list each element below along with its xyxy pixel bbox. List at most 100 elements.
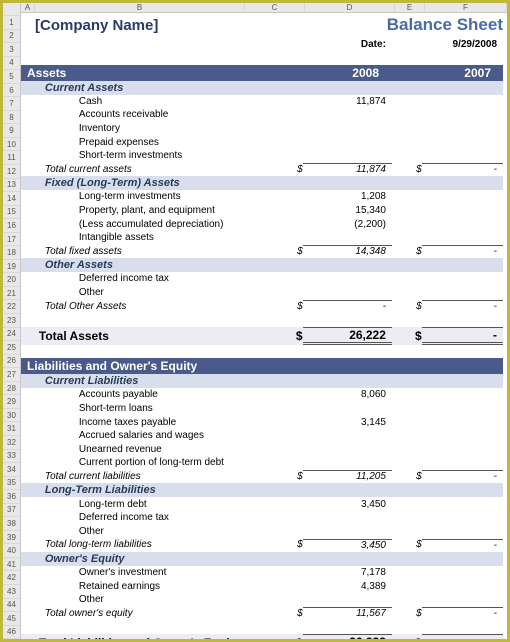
assets-fixed-item-2: (Less accumulated depreciation)(2,200) <box>21 217 503 231</box>
row-header-12[interactable]: 12 <box>3 165 20 179</box>
row-header-34[interactable]: 34 <box>3 463 20 477</box>
total-assets: Total Assets$26,222$- <box>21 327 503 345</box>
liab-current-total-c: $ <box>243 471 302 482</box>
row-header-43[interactable]: 43 <box>3 585 20 599</box>
row-header-11[interactable]: 11 <box>3 151 20 165</box>
liab-longterm-item-1: Deferred income tax <box>21 511 503 525</box>
liab-equity-item-2-b: Other <box>35 594 243 605</box>
row-header-45[interactable]: 45 <box>3 612 20 626</box>
assets-current-total-c: $ <box>243 164 302 175</box>
assets-current-item-2-b: Inventory <box>35 123 243 134</box>
liab-longterm-total-e: $ <box>392 539 422 550</box>
assets-other-subheader: Other Assets <box>21 258 503 272</box>
assets-other-item-0-b: Deferred income tax <box>35 273 243 284</box>
row-header-7[interactable]: 7 <box>3 97 20 111</box>
liab-equity-total: Total owner's equity$11,567$- <box>21 606 503 620</box>
sheet-body[interactable]: [Company Name]Balance SheetDate:9/29/200… <box>21 13 507 639</box>
assets-other-total-c: $ <box>243 301 302 312</box>
assets-current-total-b: Total current assets <box>35 164 243 175</box>
liab-longterm-subheader-b: Long-Term Liabilities <box>35 484 243 496</box>
date-row: Date:9/29/2008 <box>21 37 503 51</box>
row-header-18[interactable]: 18 <box>3 246 20 260</box>
col-header-E[interactable]: E <box>395 3 425 12</box>
row-header-42[interactable]: 42 <box>3 571 20 585</box>
row-header-13[interactable]: 13 <box>3 179 20 193</box>
total-assets-d: 26,222 <box>303 327 392 345</box>
row-header-40[interactable]: 40 <box>3 544 20 558</box>
assets-header: Assets20082007 <box>21 65 503 81</box>
assets-current-total-f: - <box>422 163 503 175</box>
col-header-A[interactable]: A <box>21 3 35 12</box>
row-header-21[interactable]: 21 <box>3 287 20 301</box>
assets-current-total-e: $ <box>392 164 422 175</box>
row-header-44[interactable]: 44 <box>3 599 20 613</box>
row-header-25[interactable]: 25 <box>3 341 20 355</box>
row-header-32[interactable]: 32 <box>3 436 20 450</box>
row-header-6[interactable]: 6 <box>3 84 20 98</box>
row-header-4[interactable]: 4 <box>3 57 20 71</box>
row-header-39[interactable]: 39 <box>3 531 20 545</box>
assets-fixed-item-3: Intangible assets <box>21 231 503 245</box>
assets-fixed-item-1-d: 15,340 <box>303 205 392 216</box>
row-header-19[interactable]: 19 <box>3 260 20 274</box>
row-header-38[interactable]: 38 <box>3 517 20 531</box>
liab-header: Liabilities and Owner's Equity <box>21 358 503 374</box>
row-header-1[interactable]: 1 <box>3 16 20 30</box>
row-header-31[interactable]: 31 <box>3 422 20 436</box>
row-header-17[interactable]: 17 <box>3 233 20 247</box>
spacer-3 <box>21 51 503 65</box>
row-header-8[interactable]: 8 <box>3 111 20 125</box>
assets-title: Assets <box>25 66 235 80</box>
row-header-22[interactable]: 22 <box>3 300 20 314</box>
grid-area: ABCDEF [Company Name]Balance SheetDate:9… <box>21 3 507 639</box>
total-liab-c: $ <box>243 636 302 639</box>
liab-current-item-2-d: 3,145 <box>303 417 392 428</box>
row-header-20[interactable]: 20 <box>3 273 20 287</box>
row-header-33[interactable]: 33 <box>3 450 20 464</box>
total-liab: Total Liabilities and Owner's Equity$26,… <box>21 634 503 639</box>
row-header-14[interactable]: 14 <box>3 192 20 206</box>
col-header-F[interactable]: F <box>425 3 507 12</box>
liab-current-item-3-b: Accrued salaries and wages <box>35 430 243 441</box>
row-header-27[interactable]: 27 <box>3 368 20 382</box>
liab-longterm-item-0-d: 3,450 <box>303 499 392 510</box>
assets-year2: 2007 <box>415 66 497 80</box>
col-header-B[interactable]: B <box>35 3 245 12</box>
assets-current-item-0-d: 11,874 <box>303 96 392 107</box>
liab-longterm-subheader: Long-Term Liabilities <box>21 483 503 497</box>
row-header-29[interactable]: 29 <box>3 395 20 409</box>
liab-equity-item-2: Other <box>21 593 503 607</box>
assets-fixed-total-e: $ <box>392 246 422 257</box>
row-header-37[interactable]: 37 <box>3 504 20 518</box>
row-header-24[interactable]: 24 <box>3 328 20 342</box>
col-header-D[interactable]: D <box>305 3 395 12</box>
row-header-10[interactable]: 10 <box>3 138 20 152</box>
liab-current-item-5-b: Current portion of long-term debt <box>35 457 243 468</box>
title-row: [Company Name]Balance Sheet <box>21 13 503 37</box>
assets-current-item-0-b: Cash <box>35 96 243 107</box>
assets-current-item-4: Short-term investments <box>21 149 503 163</box>
liab-longterm-total-f: - <box>422 539 503 551</box>
row-header-36[interactable]: 36 <box>3 490 20 504</box>
company-name[interactable]: [Company Name] <box>35 17 245 34</box>
liab-current-item-4-b: Unearned revenue <box>35 444 243 455</box>
row-header-9[interactable]: 9 <box>3 124 20 138</box>
row-header-23[interactable]: 23 <box>3 314 20 328</box>
row-header-28[interactable]: 28 <box>3 382 20 396</box>
row-header-26[interactable]: 26 <box>3 355 20 369</box>
col-header-C[interactable]: C <box>245 3 305 12</box>
assets-fixed-subheader-b: Fixed (Long-Term) Assets <box>35 177 243 189</box>
row-header-41[interactable]: 41 <box>3 558 20 572</box>
assets-current-item-4-b: Short-term investments <box>35 150 243 161</box>
total-liab-b: Total Liabilities and Owner's Equity <box>35 636 243 639</box>
row-header-46[interactable]: 46 <box>3 626 20 640</box>
row-header-2[interactable]: 2 <box>3 30 20 44</box>
row-header-35[interactable]: 35 <box>3 477 20 491</box>
row-header-15[interactable]: 15 <box>3 206 20 220</box>
assets-fixed-subheader: Fixed (Long-Term) Assets <box>21 176 503 190</box>
row-header-3[interactable]: 3 <box>3 43 20 57</box>
liab-current-item-1: Short-term loans <box>21 402 503 416</box>
row-header-16[interactable]: 16 <box>3 219 20 233</box>
row-header-30[interactable]: 30 <box>3 409 20 423</box>
row-header-5[interactable]: 5 <box>3 70 20 84</box>
